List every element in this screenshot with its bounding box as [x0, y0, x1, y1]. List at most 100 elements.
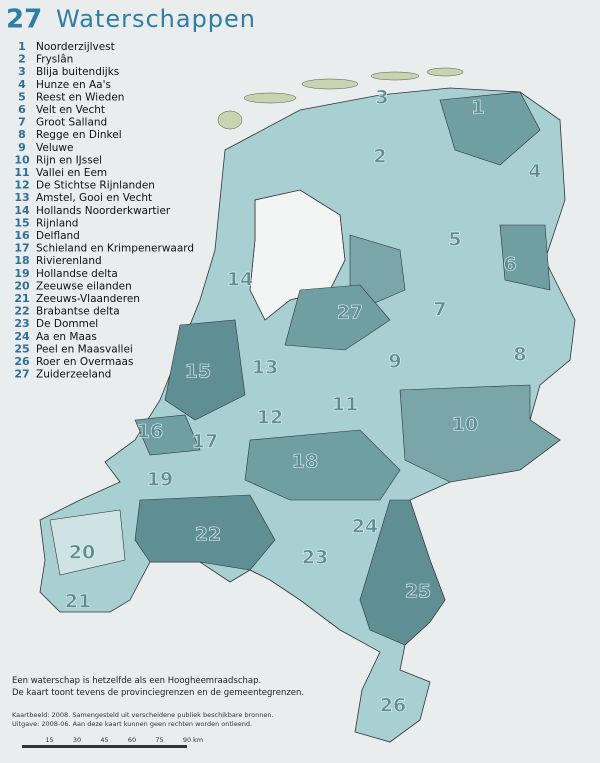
- title: Waterschappen: [56, 5, 256, 33]
- legend-name: Amstel, Gooi en Vecht: [36, 192, 152, 204]
- legend-number: 22: [14, 305, 29, 318]
- legend-name: Roer en Overmaas: [36, 356, 133, 368]
- legend-number: 24: [14, 330, 30, 343]
- map-label: 25: [405, 581, 431, 603]
- map-label: 11: [332, 394, 358, 416]
- legend-number: 14: [14, 204, 30, 217]
- legend-number: 8: [18, 128, 26, 141]
- legend-name: Noorderzijlvest: [36, 41, 115, 53]
- credit: Uitgave: 2008-06. Aan deze kaart kunnen …: [12, 720, 252, 728]
- legend-name: Vallei en Eem: [36, 167, 107, 179]
- legend-name: Reest en Wieden: [36, 91, 124, 103]
- map-label: 18: [292, 451, 318, 473]
- legend-name: De Dommel: [36, 318, 98, 330]
- region: [134, 414, 201, 456]
- map-label: 19: [147, 469, 173, 491]
- legend-number: 11: [14, 166, 29, 179]
- legend-name: Rijn en IJssel: [36, 154, 102, 166]
- map-label: 24: [352, 516, 378, 538]
- legend-name: Brabantse delta: [36, 306, 120, 318]
- legend-number: 26: [14, 355, 30, 368]
- map-label: 20: [69, 542, 95, 564]
- legend-name: Zuiderzeeland: [36, 369, 111, 381]
- legend-number: 6: [18, 103, 26, 116]
- map-label: 16: [137, 421, 163, 443]
- region: [244, 429, 401, 501]
- map-label: 12: [257, 407, 283, 429]
- legend-number: 5: [18, 90, 26, 103]
- island: [243, 92, 297, 104]
- legend-number: 4: [18, 78, 26, 91]
- legend-name: Regge en Dinkel: [36, 129, 122, 141]
- legend-name: Veluwe: [36, 142, 73, 154]
- legend-number: 23: [14, 317, 29, 330]
- legend-number: 21: [14, 292, 29, 305]
- legend-name: Peel en Maasvallei: [36, 343, 133, 355]
- map-label: 17: [192, 431, 218, 453]
- scale-tick-label: 75: [155, 736, 163, 744]
- map-label: 7: [433, 299, 446, 321]
- legend-name: Blija buitendijks: [36, 66, 119, 78]
- legend-number: 3: [18, 65, 26, 78]
- scale-tick-label: 45: [100, 736, 108, 744]
- map-label: 3: [375, 87, 388, 109]
- legend-name: Hollandse delta: [36, 268, 118, 280]
- region: [49, 509, 126, 576]
- map-label: 4: [528, 161, 541, 183]
- region: [399, 384, 561, 483]
- map-label: 23: [302, 547, 328, 569]
- island: [370, 71, 420, 81]
- legend-number: 16: [14, 229, 30, 242]
- map-label: 21: [65, 591, 91, 613]
- scale-tick-label: 30: [73, 736, 81, 744]
- map: [39, 67, 576, 743]
- legend-number: 15: [14, 216, 29, 229]
- region: [164, 319, 246, 421]
- map-label: 15: [185, 361, 211, 383]
- map-label: 22: [195, 524, 221, 546]
- legend-name: Delfland: [36, 230, 80, 242]
- legend-name: Rijnland: [36, 217, 78, 229]
- legend-name: Velt en Vecht: [36, 104, 105, 116]
- legend: 1 Noorderzijlvest 2 Fryslân 3 Blija buitendij…: [14, 40, 194, 381]
- credit: Kaartbeeld: 2008. Samengesteld uit versc…: [12, 711, 274, 719]
- legend-number: 12: [14, 179, 29, 192]
- title-number: 27: [6, 5, 42, 35]
- legend-number: 1: [18, 40, 26, 53]
- region: [439, 91, 541, 166]
- legend-number: 13: [14, 191, 29, 204]
- scale-bar: 15 30 45 60 75 90 km: [22, 736, 203, 748]
- legend-number: 19: [14, 267, 29, 280]
- legend-name: Hollands Noorderkwartier: [36, 205, 171, 217]
- region: [284, 284, 391, 351]
- map-label: 2: [373, 146, 386, 168]
- legend-name: Hunze en Aa's: [36, 79, 111, 91]
- legend-number: 10: [14, 153, 30, 166]
- scale-tick-label: 15: [45, 736, 53, 744]
- island: [426, 67, 464, 77]
- legend-number: 18: [14, 254, 29, 267]
- region: [349, 234, 406, 306]
- map-label: 13: [252, 357, 278, 379]
- legend-name: Rivierenland: [36, 255, 102, 267]
- legend-name: Groot Salland: [36, 117, 107, 129]
- scale-tick-label: 60: [128, 736, 136, 744]
- legend-number: 17: [14, 242, 29, 255]
- legend-name: Zeeuws-Vlaanderen: [36, 293, 140, 305]
- legend-number: 20: [14, 279, 30, 292]
- region: [499, 224, 551, 291]
- map-label: 8: [513, 344, 526, 366]
- note: De kaart toont tevens de provinciegrenze…: [12, 688, 304, 698]
- legend-number: 2: [18, 53, 26, 66]
- scale-unit: km: [193, 736, 203, 744]
- legend-number: 27: [14, 368, 29, 381]
- legend-name: De Stichtse Rijnlanden: [36, 180, 155, 192]
- legend-name: Fryslân: [36, 54, 73, 66]
- map-label: 1: [471, 97, 484, 119]
- legend-name: Zeeuwse eilanden: [36, 280, 132, 292]
- legend-number: 25: [14, 342, 29, 355]
- map-label: 10: [452, 414, 478, 436]
- island: [217, 110, 243, 130]
- legend-number: 9: [18, 141, 26, 154]
